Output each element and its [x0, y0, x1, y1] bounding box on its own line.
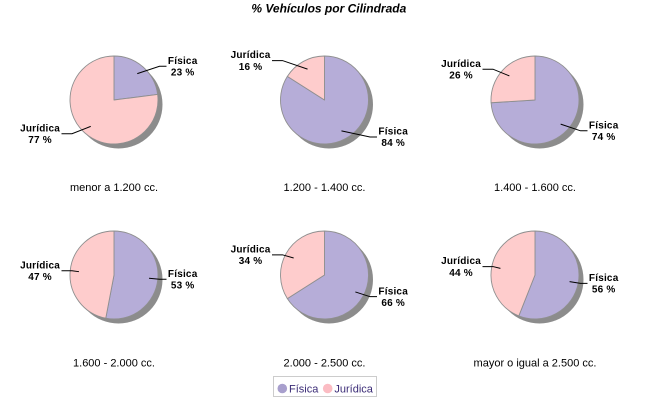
svg-text:Física: Física [168, 269, 198, 280]
svg-text:Jurídica: Jurídica [441, 256, 481, 267]
svg-text:44 %: 44 % [449, 268, 473, 279]
svg-text:16 %: 16 % [239, 62, 263, 73]
svg-text:66 %: 66 % [381, 298, 405, 309]
svg-text:menor a 1.200 cc.: menor a 1.200 cc. [70, 182, 158, 194]
svg-text:Física: Física [378, 127, 408, 138]
svg-text:74 %: 74 % [592, 132, 616, 143]
svg-text:34 %: 34 % [239, 256, 263, 267]
svg-text:Física: Física [589, 120, 619, 131]
svg-text:1.600 - 2.000 cc.: 1.600 - 2.000 cc. [73, 357, 155, 369]
svg-text:26 %: 26 % [449, 70, 473, 81]
svg-text:53 %: 53 % [171, 280, 195, 291]
svg-text:Física: Física [378, 286, 408, 297]
svg-text:Jurídica: Jurídica [231, 50, 271, 61]
svg-text:% Vehículos por Cilindrada: % Vehículos por Cilindrada [251, 2, 406, 16]
svg-text:Jurídica: Jurídica [441, 59, 481, 70]
svg-text:Jurídica: Jurídica [334, 384, 373, 396]
svg-text:mayor o igual a 2.500 cc.: mayor o igual a 2.500 cc. [474, 357, 597, 369]
svg-text:77 %: 77 % [28, 135, 52, 146]
svg-text:Física: Física [589, 273, 619, 284]
svg-text:56 %: 56 % [592, 285, 616, 296]
svg-text:Jurídica: Jurídica [20, 260, 60, 271]
svg-text:Jurídica: Jurídica [231, 244, 271, 255]
svg-text:1.200 - 1.400 cc.: 1.200 - 1.400 cc. [284, 182, 366, 194]
svg-text:2.000 - 2.500 cc.: 2.000 - 2.500 cc. [284, 357, 366, 369]
svg-text:Física: Física [168, 56, 198, 67]
svg-text:Física: Física [289, 384, 319, 396]
svg-text:1.400 - 1.600 cc.: 1.400 - 1.600 cc. [494, 182, 576, 194]
svg-text:Jurídica: Jurídica [20, 123, 60, 134]
svg-text:84 %: 84 % [381, 138, 405, 149]
svg-text:23 %: 23 % [171, 67, 195, 78]
svg-text:47 %: 47 % [28, 272, 52, 283]
